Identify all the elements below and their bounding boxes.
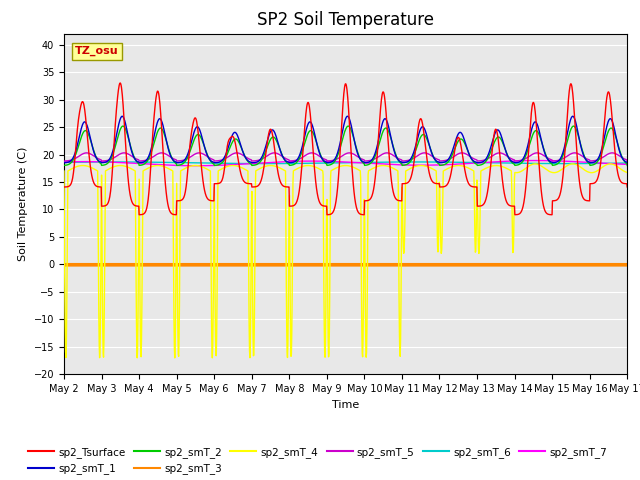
X-axis label: Time: Time bbox=[332, 400, 359, 409]
Legend: sp2_Tsurface, sp2_smT_1, sp2_smT_2, sp2_smT_3, sp2_smT_4, sp2_smT_5, sp2_smT_6, : sp2_Tsurface, sp2_smT_1, sp2_smT_2, sp2_… bbox=[24, 443, 611, 478]
Text: TZ_osu: TZ_osu bbox=[76, 46, 119, 56]
Title: SP2 Soil Temperature: SP2 Soil Temperature bbox=[257, 11, 434, 29]
Y-axis label: Soil Temperature (C): Soil Temperature (C) bbox=[18, 147, 28, 261]
